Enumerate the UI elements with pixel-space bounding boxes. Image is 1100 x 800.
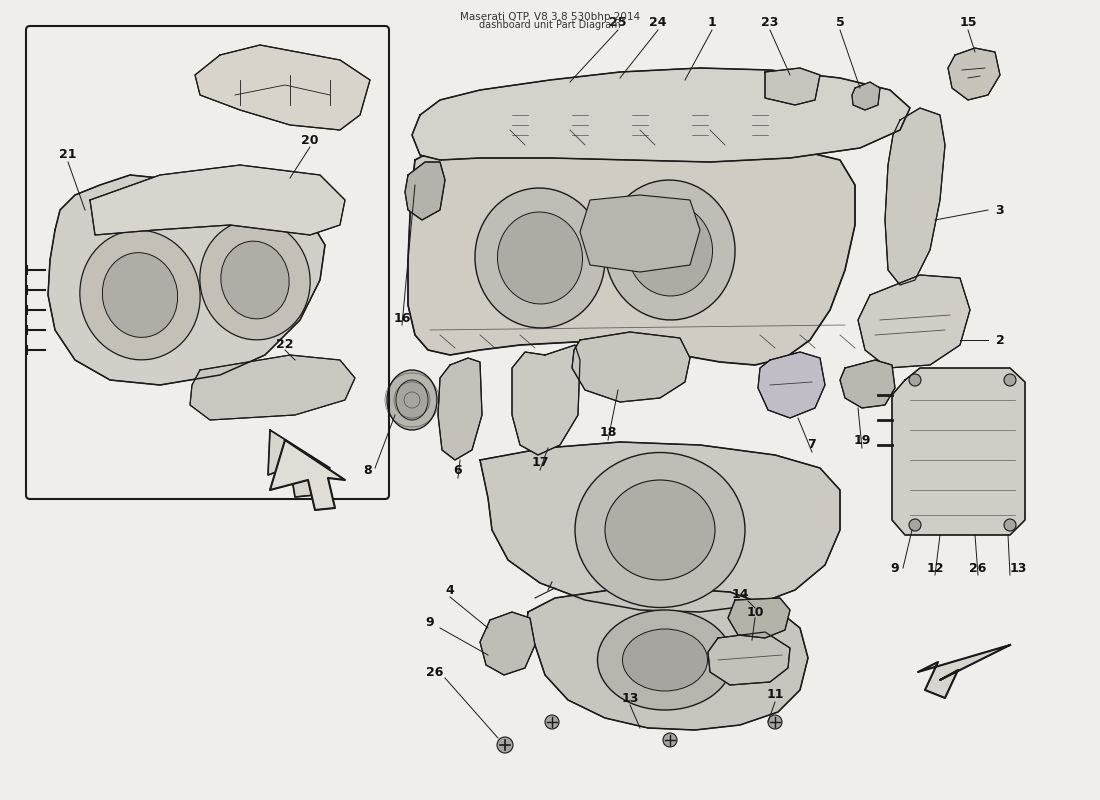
Text: 6: 6 (453, 463, 462, 477)
Text: 16: 16 (394, 311, 410, 325)
Ellipse shape (475, 188, 605, 328)
Text: 20: 20 (301, 134, 319, 146)
Polygon shape (918, 645, 1010, 698)
Text: 9: 9 (426, 615, 434, 629)
Polygon shape (764, 68, 820, 105)
Text: 23: 23 (761, 15, 779, 29)
Text: Maserati QTP. V8 3.8 530bhp 2014: Maserati QTP. V8 3.8 530bhp 2014 (460, 12, 640, 22)
Circle shape (909, 519, 921, 531)
Polygon shape (405, 162, 446, 220)
Ellipse shape (605, 480, 715, 580)
Ellipse shape (627, 204, 713, 296)
Text: 26: 26 (969, 562, 987, 574)
Text: 7: 7 (807, 438, 816, 451)
Polygon shape (892, 368, 1025, 535)
Text: 14: 14 (732, 589, 749, 602)
Text: dashboard unit Part Diagram: dashboard unit Part Diagram (480, 20, 620, 30)
Polygon shape (512, 345, 580, 455)
Text: 3: 3 (996, 203, 1004, 217)
Polygon shape (840, 360, 895, 408)
Text: 9: 9 (891, 562, 900, 574)
Circle shape (497, 737, 513, 753)
Ellipse shape (396, 380, 428, 420)
Polygon shape (190, 355, 355, 420)
Ellipse shape (497, 212, 583, 304)
Polygon shape (708, 632, 790, 685)
Polygon shape (886, 108, 945, 285)
Polygon shape (852, 82, 880, 110)
Text: 2: 2 (996, 334, 1004, 346)
Text: 13: 13 (621, 691, 639, 705)
Polygon shape (572, 332, 690, 402)
Polygon shape (480, 442, 840, 612)
Polygon shape (948, 48, 1000, 100)
Polygon shape (268, 430, 330, 497)
Circle shape (768, 715, 782, 729)
Polygon shape (438, 358, 482, 460)
Polygon shape (48, 175, 324, 385)
Text: 25: 25 (609, 15, 627, 29)
Text: 24: 24 (649, 15, 667, 29)
Polygon shape (90, 165, 345, 235)
Ellipse shape (221, 241, 289, 319)
Polygon shape (758, 352, 825, 418)
Polygon shape (858, 275, 970, 368)
Polygon shape (580, 195, 700, 272)
Ellipse shape (80, 230, 200, 360)
Text: 5: 5 (836, 15, 845, 29)
Text: 26: 26 (427, 666, 443, 678)
Circle shape (909, 374, 921, 386)
Text: 17: 17 (531, 455, 549, 469)
Polygon shape (480, 612, 535, 675)
Polygon shape (408, 140, 855, 365)
Polygon shape (526, 588, 808, 730)
Polygon shape (728, 598, 790, 638)
Ellipse shape (387, 370, 437, 430)
Ellipse shape (200, 220, 310, 340)
Text: 22: 22 (276, 338, 294, 350)
Text: 19: 19 (854, 434, 871, 446)
Text: 21: 21 (59, 149, 77, 162)
Text: 11: 11 (767, 689, 783, 702)
Ellipse shape (575, 453, 745, 607)
Text: 13: 13 (1010, 562, 1026, 574)
Ellipse shape (597, 610, 733, 710)
Circle shape (1004, 519, 1016, 531)
Polygon shape (195, 45, 370, 130)
Text: 18: 18 (600, 426, 617, 438)
Ellipse shape (605, 180, 735, 320)
Text: 15: 15 (959, 15, 977, 29)
Ellipse shape (623, 629, 707, 691)
Text: 8: 8 (364, 463, 372, 477)
Text: 4: 4 (446, 583, 454, 597)
Polygon shape (412, 68, 910, 162)
Text: 1: 1 (707, 15, 716, 29)
Ellipse shape (102, 253, 178, 338)
Text: 10: 10 (746, 606, 763, 618)
Circle shape (1004, 374, 1016, 386)
Polygon shape (270, 440, 345, 510)
Circle shape (663, 733, 676, 747)
Circle shape (544, 715, 559, 729)
Text: 12: 12 (926, 562, 944, 574)
